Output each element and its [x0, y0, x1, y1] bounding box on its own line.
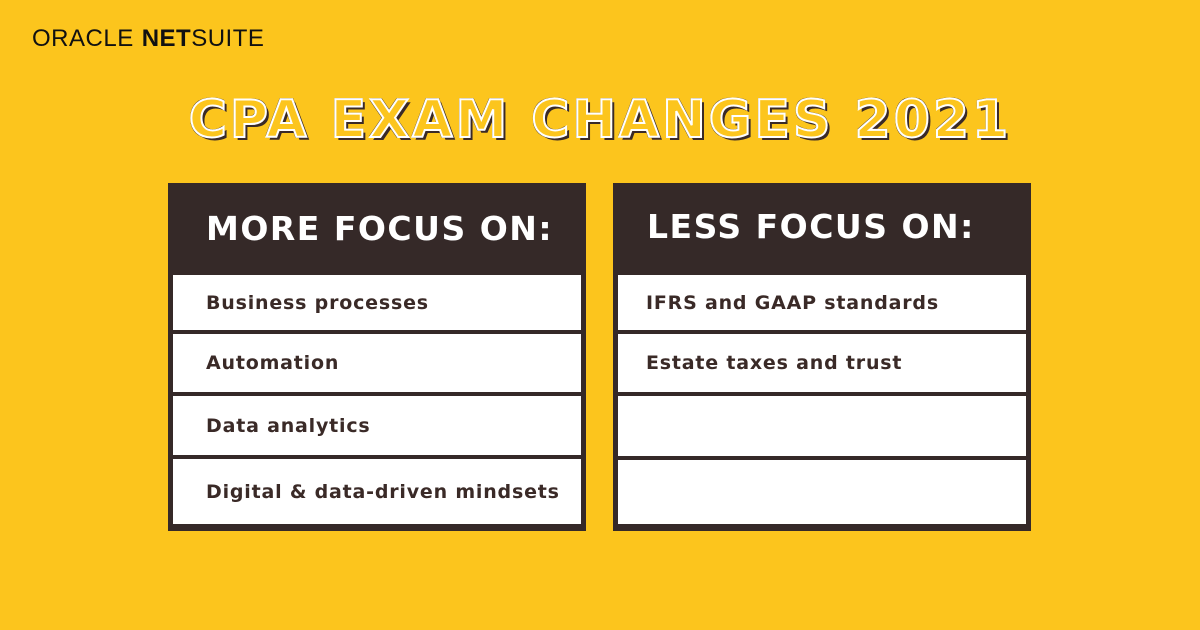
list-item: Automation: [173, 334, 581, 392]
list-item: Business processes: [173, 275, 581, 330]
more-focus-panel: MORE FOCUS ON: Business processes Automa…: [168, 183, 586, 531]
less-focus-panel: LESS FOCUS ON: IFRS and GAAP standards E…: [613, 183, 1031, 531]
page-title: CPA EXAM CHANGES 2021: [188, 89, 1012, 151]
list-item: Estate taxes and trust: [618, 334, 1026, 392]
more-focus-list: Business processes Automation Data analy…: [173, 275, 581, 528]
more-focus-header: MORE FOCUS ON:: [206, 208, 554, 248]
list-item: Digital & data-driven mindsets: [173, 459, 581, 524]
logo-oracle-text: ORACLE: [32, 25, 134, 52]
list-item: IFRS and GAAP standards: [618, 275, 1026, 330]
logo-net-text: NET: [141, 25, 192, 52]
list-item-empty: [618, 396, 1026, 456]
logo-suite-text: SUITE: [191, 25, 265, 52]
less-focus-header: LESS FOCUS ON:: [647, 207, 975, 246]
less-focus-list: IFRS and GAAP standards Estate taxes and…: [618, 275, 1026, 528]
list-item-empty: [618, 460, 1026, 524]
oracle-netsuite-logo: ORACLE NETSUITE: [32, 25, 264, 53]
list-item: Data analytics: [173, 396, 581, 455]
